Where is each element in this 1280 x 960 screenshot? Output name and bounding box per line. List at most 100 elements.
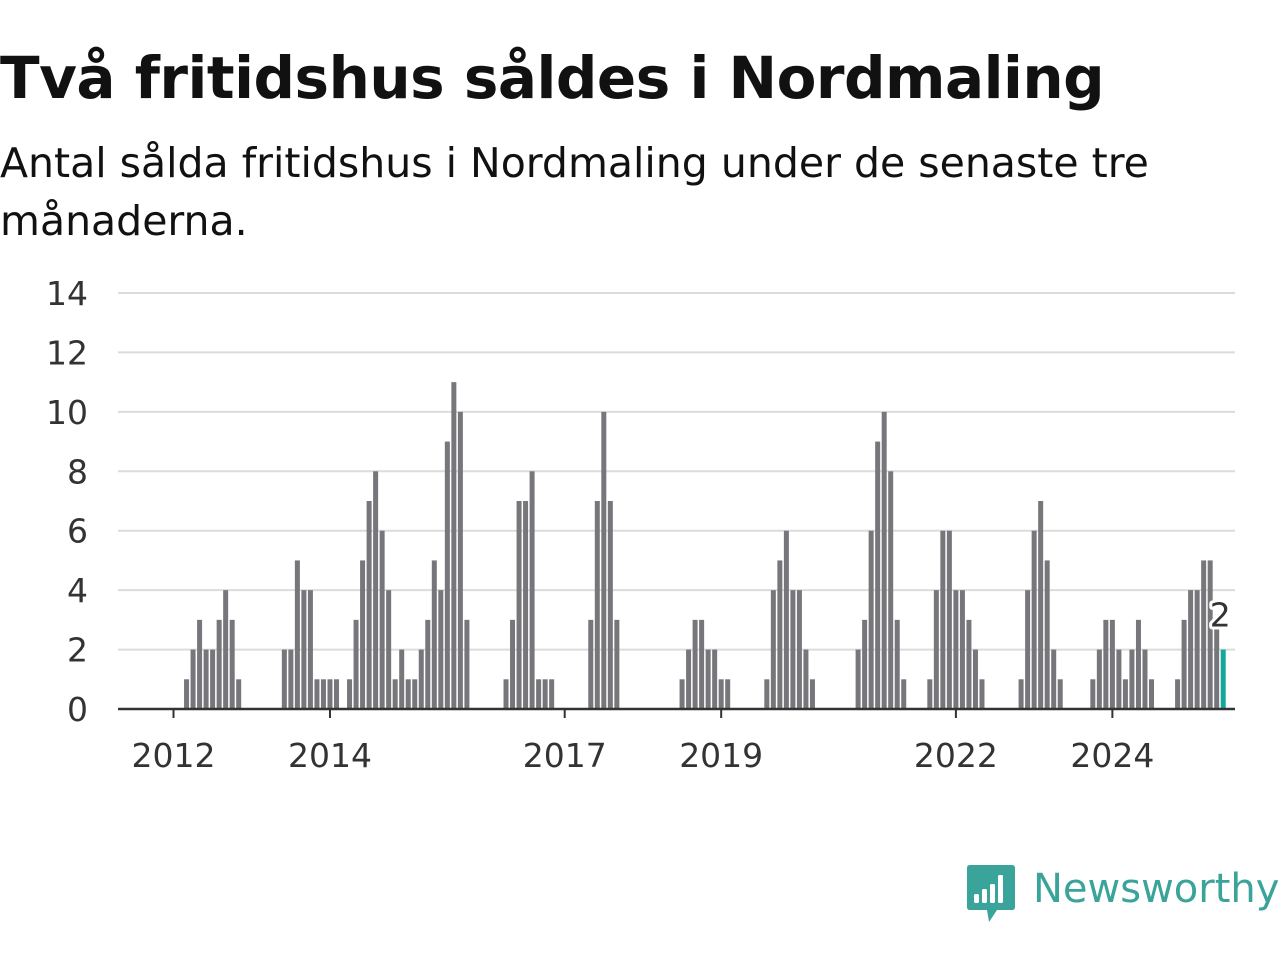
- bar: [614, 619, 620, 709]
- bar: [1044, 560, 1050, 709]
- bar: [281, 649, 287, 709]
- bar: [399, 649, 405, 709]
- bar: [966, 619, 972, 709]
- bar: [868, 530, 874, 709]
- bar: [1129, 649, 1135, 709]
- x-tick-label: 2017: [523, 736, 607, 775]
- bar: [542, 679, 548, 709]
- bar: [894, 619, 900, 709]
- bar: [516, 501, 522, 709]
- y-tick-label: 12: [46, 333, 88, 372]
- bar: [536, 679, 542, 709]
- bar: [796, 590, 802, 709]
- bar: [1090, 679, 1096, 709]
- bar: [959, 590, 965, 709]
- x-tick-label: 2014: [288, 736, 372, 775]
- bar: [184, 679, 190, 709]
- bar: [392, 679, 398, 709]
- x-tick-label: 2024: [1070, 736, 1154, 775]
- bar: [953, 590, 959, 709]
- bar: [1142, 649, 1148, 709]
- x-tick-label: 2012: [132, 736, 216, 775]
- bar: [288, 649, 294, 709]
- brand-logo: Newsworthy: [965, 863, 1279, 927]
- bar: [783, 530, 789, 709]
- y-tick-label: 0: [67, 690, 88, 729]
- bar: [1103, 619, 1109, 709]
- y-tick-label: 14: [46, 274, 88, 313]
- bar: [334, 679, 339, 709]
- bar: [862, 619, 868, 709]
- bar: [464, 619, 470, 709]
- bar: [679, 679, 685, 709]
- bar: [1181, 619, 1187, 709]
- bar: [764, 679, 770, 709]
- bar: [979, 679, 985, 709]
- bar: [197, 619, 203, 709]
- bar: [327, 679, 333, 709]
- bar: [236, 679, 242, 709]
- bar: [725, 679, 731, 709]
- bar: [1031, 530, 1037, 709]
- bar: [366, 501, 372, 709]
- y-tick-label: 6: [67, 512, 88, 551]
- bar: [1116, 649, 1122, 709]
- bar: [418, 649, 424, 709]
- bar: [444, 441, 450, 709]
- bar: [347, 679, 353, 709]
- bar: [770, 590, 776, 709]
- bar: [294, 560, 300, 709]
- y-tick-label: 2: [67, 631, 88, 670]
- bar: [692, 619, 698, 709]
- bar: [940, 530, 946, 709]
- bar: [523, 501, 529, 709]
- bar: [881, 411, 887, 709]
- bar: [927, 679, 933, 709]
- bar: [712, 649, 718, 709]
- bar: [1135, 619, 1141, 709]
- bar: [594, 501, 600, 709]
- bar: [1096, 649, 1102, 709]
- bar: [1038, 501, 1044, 709]
- bar: [777, 560, 783, 709]
- bar: [457, 411, 463, 709]
- bar: [373, 471, 379, 709]
- bar: [503, 679, 509, 709]
- chart-title: Två fritidshus såldes i Nordmaling: [0, 44, 1105, 112]
- bar: [405, 679, 411, 709]
- bar: [809, 679, 815, 709]
- bar: [529, 471, 535, 709]
- bar: [790, 590, 796, 709]
- y-tick-label: 4: [67, 571, 88, 610]
- bar: [1201, 560, 1207, 709]
- bar: [320, 679, 326, 709]
- bar: [1214, 619, 1220, 709]
- bar: [901, 679, 907, 709]
- bar: [307, 590, 313, 709]
- bar-chart: 0 2 4 6 8 10 12 14 2012 2014 2017 2019 2022 2024 2: [46, 274, 1235, 775]
- bar: [510, 619, 516, 709]
- bar: [412, 679, 418, 709]
- bar: [855, 649, 861, 709]
- bar: [1122, 679, 1128, 709]
- newsworthy-logo-icon: [967, 865, 1015, 922]
- bar: [1188, 590, 1194, 709]
- bar: [386, 590, 392, 709]
- bar: [549, 679, 555, 709]
- bar: [875, 441, 881, 709]
- bar: [705, 649, 711, 709]
- bar: [1175, 679, 1181, 709]
- bar: [803, 649, 809, 709]
- bar: [1194, 590, 1200, 709]
- bar: [425, 619, 431, 709]
- bar: [1109, 619, 1115, 709]
- bar: [438, 590, 444, 709]
- bar: [431, 560, 437, 709]
- y-tick-label: 10: [46, 393, 88, 432]
- bar: [203, 649, 209, 709]
- bar: [588, 619, 594, 709]
- bar: [601, 411, 607, 709]
- bar: [686, 649, 692, 709]
- bar: [451, 382, 457, 709]
- bar: [972, 649, 978, 709]
